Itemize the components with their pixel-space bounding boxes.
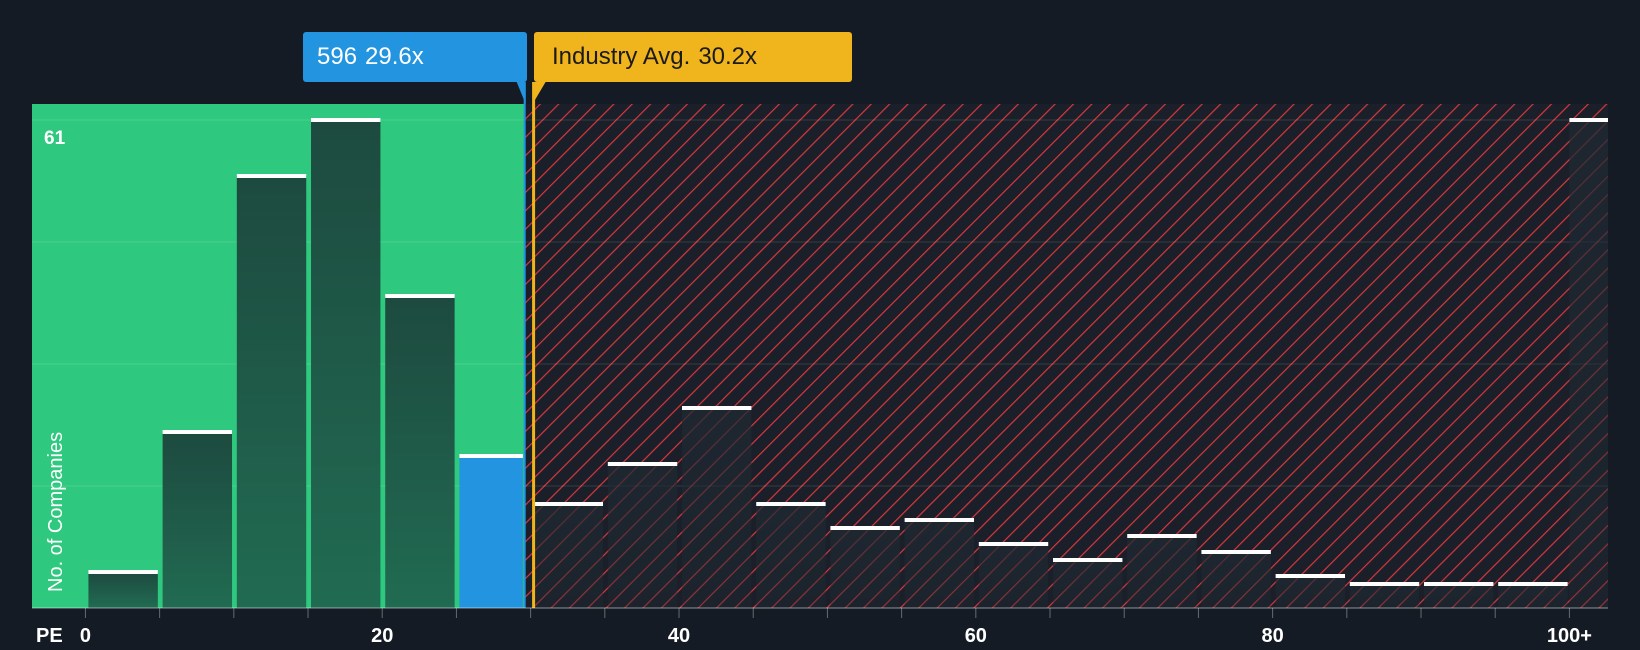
histogram-bar	[533, 504, 604, 608]
company-callout-pointer	[516, 82, 526, 104]
bar-top-cap	[459, 454, 523, 458]
company-pe-value: 29.6x	[365, 43, 424, 70]
bar-top-cap	[1127, 534, 1197, 538]
industry-callout-pointer	[532, 82, 546, 104]
histogram-bar	[756, 504, 826, 608]
bar-top-cap	[162, 430, 233, 434]
x-axis-label: PE	[36, 625, 63, 647]
bar-top-cap	[533, 502, 604, 506]
histogram-bar	[1201, 552, 1271, 608]
histogram-bar	[1569, 120, 1608, 608]
bar-top-cap	[1569, 118, 1608, 122]
histogram-bar	[311, 120, 381, 608]
histogram-bar	[1498, 584, 1568, 608]
histogram-bar	[162, 432, 233, 608]
bar-top-cap	[756, 502, 826, 506]
histogram-bar	[1424, 584, 1494, 608]
histogram-bar	[1053, 560, 1123, 608]
x-tick-label: 100+	[1547, 625, 1592, 647]
bar-top-cap	[830, 526, 900, 530]
bar-top-cap	[1424, 582, 1494, 586]
histogram-bar	[904, 520, 975, 608]
histogram-bar	[459, 456, 523, 608]
histogram-bar	[88, 572, 158, 608]
histogram-bar	[1275, 576, 1346, 608]
bar-top-cap	[607, 462, 678, 466]
histogram-bar	[682, 408, 752, 608]
bar-top-cap	[682, 406, 752, 410]
bar-top-cap	[978, 542, 1049, 546]
bar-top-cap	[1201, 550, 1271, 554]
bar-top-cap	[236, 174, 307, 178]
bar-top-cap	[88, 570, 158, 574]
y-axis-label: No. of Companies	[45, 432, 67, 592]
industry-avg-label: Industry Avg.	[552, 43, 691, 70]
bar-top-cap	[1053, 558, 1123, 562]
x-tick-label: 80	[1261, 625, 1283, 647]
y-max-label: 61	[44, 128, 66, 149]
histogram-bar	[1127, 536, 1197, 608]
axes: PE No. of Companies 61 0 20 40 60 80 100+	[32, 128, 1608, 647]
histogram-bars	[88, 118, 1608, 608]
x-tick-label: 60	[965, 625, 987, 647]
x-tick-label: 40	[668, 625, 690, 647]
histogram-bar	[607, 464, 678, 608]
company-pe-callout: 596 29.6x	[303, 32, 527, 82]
bar-top-cap	[1498, 582, 1568, 586]
x-tick-label: 20	[371, 625, 393, 647]
pe-markers	[516, 82, 546, 608]
industry-avg-callout: Industry Avg. 30.2x	[534, 32, 852, 82]
histogram-bar	[978, 544, 1049, 608]
industry-avg-value: 30.2x	[698, 43, 758, 70]
histogram-bar	[236, 176, 307, 608]
histogram-bar	[1349, 584, 1420, 608]
x-tick-label: 0	[80, 625, 91, 647]
bar-top-cap	[1275, 574, 1346, 578]
bar-top-cap	[385, 294, 455, 298]
histogram-bar	[385, 296, 455, 608]
company-ticker: 596	[317, 43, 358, 70]
histogram-bar	[830, 528, 900, 608]
bar-top-cap	[311, 118, 381, 122]
bar-top-cap	[904, 518, 975, 522]
bar-top-cap	[1349, 582, 1420, 586]
